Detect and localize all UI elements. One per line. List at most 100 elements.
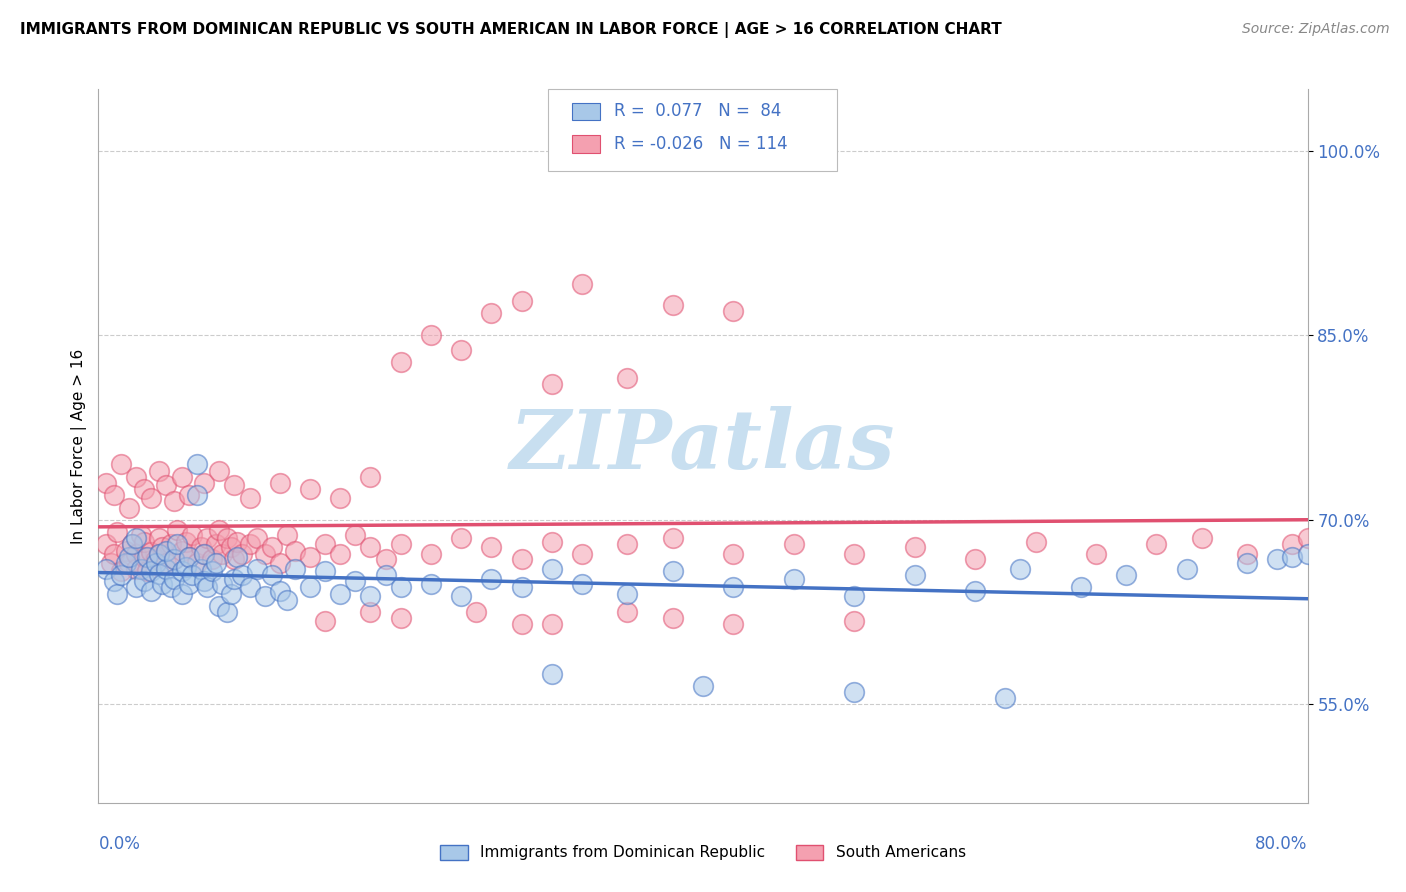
Point xyxy=(904,568,927,582)
Point xyxy=(132,482,155,496)
Point xyxy=(344,574,367,589)
Point xyxy=(450,531,472,545)
Text: ZIPatlas: ZIPatlas xyxy=(510,406,896,486)
Point xyxy=(571,277,593,291)
Point xyxy=(94,475,117,490)
Point xyxy=(132,574,155,589)
Point xyxy=(205,537,228,551)
Point xyxy=(114,543,136,558)
Point xyxy=(269,475,291,490)
Point xyxy=(314,565,336,579)
Point xyxy=(723,547,745,561)
Point xyxy=(186,488,208,502)
Point xyxy=(208,464,231,478)
Point xyxy=(1115,568,1137,582)
Point xyxy=(125,581,148,595)
Point xyxy=(145,552,167,566)
Point xyxy=(262,568,284,582)
Point xyxy=(661,297,683,311)
Point xyxy=(103,488,125,502)
Point xyxy=(163,572,186,586)
Point xyxy=(226,549,249,564)
Point xyxy=(114,556,136,570)
Point xyxy=(129,562,152,576)
Point xyxy=(179,549,201,564)
Point xyxy=(141,565,163,579)
Point xyxy=(540,617,562,632)
Point xyxy=(314,614,336,628)
Point xyxy=(125,547,148,561)
Point xyxy=(616,371,638,385)
Point xyxy=(540,562,562,576)
Point xyxy=(221,540,243,554)
Point xyxy=(723,303,745,318)
Point xyxy=(226,535,249,549)
Point xyxy=(160,581,183,595)
Point xyxy=(179,488,201,502)
Point xyxy=(190,562,212,576)
Point xyxy=(208,523,231,537)
Text: Source: ZipAtlas.com: Source: ZipAtlas.com xyxy=(1241,22,1389,37)
Text: R =  0.077   N =  84: R = 0.077 N = 84 xyxy=(614,103,782,120)
Point xyxy=(141,584,163,599)
Point xyxy=(155,478,177,492)
Point xyxy=(190,540,212,554)
Point xyxy=(155,562,177,576)
Point xyxy=(211,576,233,591)
Point xyxy=(844,589,866,603)
Point xyxy=(661,611,683,625)
Point xyxy=(132,549,155,564)
Point xyxy=(170,543,193,558)
Point xyxy=(540,666,562,681)
Point xyxy=(360,540,382,554)
Point xyxy=(166,523,188,537)
Point xyxy=(224,572,246,586)
Point xyxy=(723,617,745,632)
Point xyxy=(155,556,177,570)
Point xyxy=(389,581,412,595)
Point xyxy=(163,552,186,566)
Point xyxy=(94,537,117,551)
Point xyxy=(571,576,593,591)
Point xyxy=(170,587,193,601)
Point xyxy=(276,527,298,541)
Point xyxy=(1281,537,1303,551)
Point xyxy=(208,599,231,613)
Point xyxy=(224,478,246,492)
Point xyxy=(616,537,638,551)
Point xyxy=(231,568,253,582)
Point xyxy=(344,527,367,541)
Point xyxy=(201,565,224,579)
Point xyxy=(110,458,132,472)
Point xyxy=(329,547,352,561)
Point xyxy=(1010,562,1032,576)
Point xyxy=(661,531,683,545)
Point xyxy=(105,587,128,601)
Point xyxy=(141,491,163,505)
Point xyxy=(420,328,443,343)
Point xyxy=(160,537,183,551)
Point xyxy=(374,552,396,566)
Point xyxy=(179,576,201,591)
Point xyxy=(148,464,170,478)
Point xyxy=(299,581,322,595)
Point xyxy=(844,685,866,699)
Point xyxy=(1281,549,1303,564)
Point xyxy=(314,537,336,551)
Point xyxy=(1267,552,1289,566)
Y-axis label: In Labor Force | Age > 16: In Labor Force | Age > 16 xyxy=(72,349,87,543)
Point xyxy=(201,552,224,566)
Point xyxy=(723,581,745,595)
Point xyxy=(145,556,167,570)
Point xyxy=(103,547,125,561)
Point xyxy=(269,584,291,599)
Point xyxy=(465,605,488,619)
Point xyxy=(284,562,307,576)
Point xyxy=(420,576,443,591)
Point xyxy=(510,581,533,595)
Point xyxy=(215,531,238,545)
Point xyxy=(148,547,170,561)
Text: IMMIGRANTS FROM DOMINICAN REPUBLIC VS SOUTH AMERICAN IN LABOR FORCE | AGE > 16 C: IMMIGRANTS FROM DOMINICAN REPUBLIC VS SO… xyxy=(20,22,1001,38)
Point xyxy=(360,469,382,483)
Point xyxy=(904,540,927,554)
